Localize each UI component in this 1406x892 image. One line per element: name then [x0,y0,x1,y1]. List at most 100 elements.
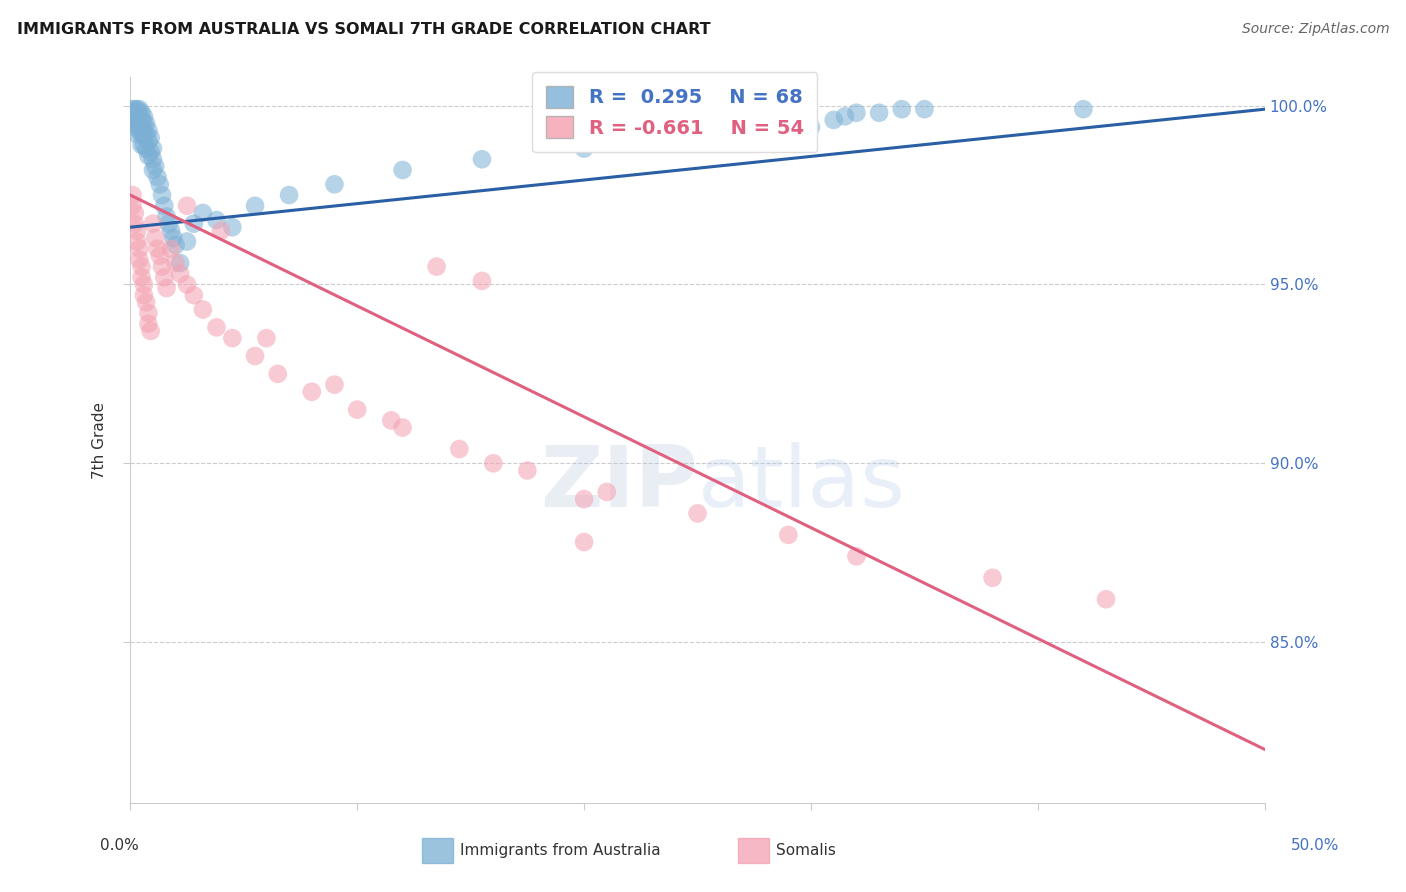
Point [143,231,166,245]
Text: 50.0%: 50.0% [1291,838,1339,853]
Point [138,149,160,163]
Text: 0.0%: 0.0% [100,838,139,853]
Point [243,349,266,363]
Point [125,235,148,249]
Point [135,142,157,156]
Point [516,463,538,477]
Point [138,135,160,149]
Point [845,549,868,564]
Point [125,102,148,116]
Text: ZIP: ZIP [540,442,697,525]
Point [138,317,160,331]
Point [267,367,290,381]
Point [380,413,402,427]
Point [131,120,153,134]
Point [146,170,169,185]
Point [183,288,205,302]
Point [160,242,183,256]
Point [135,127,157,141]
Point [128,123,150,137]
Point [125,120,148,134]
Point [150,188,173,202]
Point [778,528,800,542]
Point [132,116,155,130]
Point [845,105,868,120]
Point [139,145,162,160]
Point [128,242,150,256]
Point [121,102,143,116]
Point [981,571,1004,585]
Point [301,384,323,399]
Point [205,320,228,334]
Point [254,331,277,345]
Point [131,138,153,153]
Point [391,420,413,434]
Legend: R =  0.295    N = 68, R = -0.661    N = 54: R = 0.295 N = 68, R = -0.661 N = 54 [533,72,817,153]
Point [143,160,166,174]
Point [132,277,155,292]
Point [128,252,150,267]
Point [596,485,619,500]
Point [572,142,595,156]
Point [131,260,153,274]
Point [128,109,150,123]
Point [834,109,856,123]
Point [183,217,205,231]
Text: Immigrants from Australia: Immigrants from Australia [460,844,661,858]
Point [755,127,778,141]
Point [165,238,187,252]
Point [686,135,709,149]
Point [146,242,169,256]
Point [205,213,228,227]
Point [135,116,157,130]
Point [157,217,180,231]
Point [132,288,155,302]
Point [138,306,160,320]
Point [323,377,346,392]
Point [165,256,187,270]
Point [142,217,165,231]
Point [209,224,232,238]
Point [426,260,449,274]
Point [176,235,198,249]
Point [169,256,191,270]
Point [169,267,191,281]
Text: IMMIGRANTS FROM AUSTRALIA VS SOMALI 7TH GRADE CORRELATION CHART: IMMIGRANTS FROM AUSTRALIA VS SOMALI 7TH … [17,22,710,37]
Point [1073,102,1095,116]
Point [150,260,173,274]
Point [572,535,595,549]
Point [131,270,153,285]
Point [890,102,912,116]
Y-axis label: 7th Grade: 7th Grade [93,401,107,479]
Point [124,109,146,123]
Point [142,153,165,167]
Point [128,116,150,130]
Point [471,274,494,288]
Point [131,112,153,127]
Text: Source: ZipAtlas.com: Source: ZipAtlas.com [1241,22,1389,37]
Point [124,206,146,220]
Point [149,178,172,192]
Point [346,402,368,417]
Point [125,224,148,238]
Point [482,456,505,470]
Point [1095,592,1118,607]
Text: atlas: atlas [697,442,905,525]
Point [139,130,162,145]
Point [132,138,155,153]
Point [135,295,157,310]
Point [124,105,146,120]
Point [138,123,160,137]
Point [121,199,143,213]
Point [153,270,176,285]
Point [176,277,198,292]
Point [124,102,146,116]
Point [131,105,153,120]
Point [278,188,301,202]
Point [125,112,148,127]
Point [686,507,709,521]
Point [823,112,845,127]
Point [191,206,214,220]
Point [243,199,266,213]
Point [221,220,243,235]
